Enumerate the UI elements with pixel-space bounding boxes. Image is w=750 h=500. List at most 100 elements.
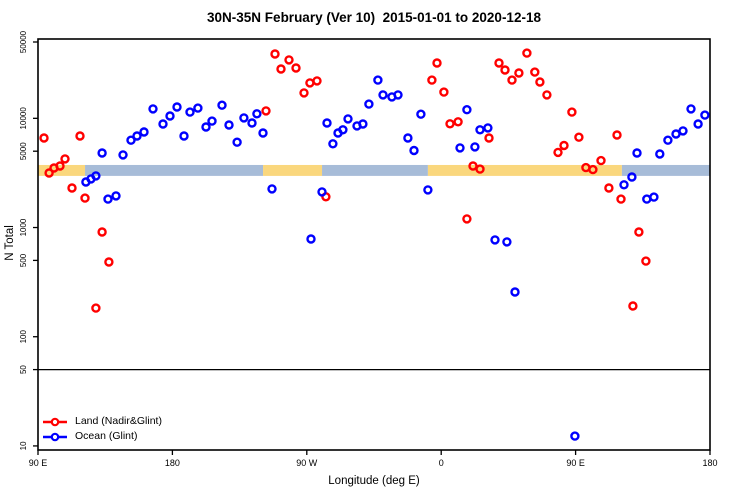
ocean-point <box>364 99 374 109</box>
land-point <box>284 55 294 65</box>
ocean-point <box>126 135 136 145</box>
ocean-point <box>306 234 316 244</box>
y-tick-label: 500 <box>19 253 28 267</box>
ocean-point <box>232 137 242 147</box>
legend-label-land: Land (Nadir&Glint) <box>75 415 162 427</box>
ocean-point <box>158 119 168 129</box>
ocean-point <box>649 192 659 202</box>
ocean-point <box>224 120 234 130</box>
land-point <box>312 76 322 86</box>
band-segment-orange <box>427 164 622 176</box>
ocean-point <box>118 150 128 160</box>
band-segment-blue <box>322 164 428 176</box>
x-tick-label: 180 <box>702 458 717 468</box>
land-point <box>44 168 54 178</box>
chart-title: 30N-35N February (Ver 10) 2015-01-01 to … <box>207 10 541 25</box>
y-tick-label: 100 <box>19 330 28 344</box>
land-point <box>299 88 309 98</box>
ocean-point <box>193 103 203 113</box>
land-point <box>67 183 77 193</box>
land-point <box>484 133 494 143</box>
y-axis-label: N Total <box>4 225 16 261</box>
land-point <box>574 132 584 142</box>
ocean-point <box>373 75 383 85</box>
land-point <box>60 154 70 164</box>
legend-item-ocean: Ocean (Glint) <box>42 429 162 444</box>
ocean-point <box>267 184 277 194</box>
ocean-point <box>475 125 485 135</box>
ocean-point <box>358 119 368 129</box>
land-point <box>276 64 286 74</box>
y-tick-label: 50 <box>19 365 28 374</box>
land-point <box>596 155 606 166</box>
land-point <box>432 58 442 68</box>
x-tick-label: 0 <box>439 458 444 468</box>
land-point <box>427 75 437 85</box>
ocean-point <box>179 131 189 141</box>
land-point <box>453 117 463 127</box>
legend-label-ocean: Ocean (Glint) <box>75 430 138 442</box>
land-point <box>97 227 107 237</box>
land-point <box>104 257 114 267</box>
ocean-point <box>172 102 182 112</box>
land-point <box>542 90 552 100</box>
land-legend-symbol <box>43 417 67 426</box>
ocean-point <box>483 123 493 133</box>
ocean-point <box>409 145 419 156</box>
ocean-point <box>317 187 327 197</box>
x-tick-label: 90 E <box>29 458 48 468</box>
ocean-point <box>132 131 142 141</box>
ocean-point <box>632 148 642 158</box>
land-point <box>553 147 563 158</box>
ocean-point <box>423 185 433 195</box>
land-point <box>55 161 65 171</box>
plot-box <box>37 38 711 451</box>
land-point <box>494 58 504 68</box>
ocean-point <box>686 104 696 114</box>
land-point <box>445 119 455 129</box>
y-tick-label: 10 <box>19 441 28 450</box>
ocean-point <box>462 104 472 115</box>
ocean-point <box>416 109 426 119</box>
land-point <box>514 68 524 78</box>
legend-item-land: Land (Nadir&Glint) <box>42 414 162 429</box>
land-point <box>604 183 614 193</box>
land-point <box>588 164 598 175</box>
ocean-point <box>619 180 629 190</box>
ocean-point <box>700 110 710 120</box>
ocean-point <box>403 133 413 143</box>
ocean-point <box>185 107 195 117</box>
ocean-point <box>97 148 107 158</box>
land-point <box>270 49 280 59</box>
land-point <box>616 194 626 204</box>
ocean-point <box>343 114 353 124</box>
land-point <box>628 301 638 311</box>
ocean-point <box>252 109 262 119</box>
ocean-point <box>627 172 637 182</box>
ocean-point <box>217 100 227 110</box>
ocean-point <box>693 119 703 129</box>
ocean-point <box>328 139 338 149</box>
x-tick-label: 90 E <box>566 458 585 468</box>
land-point <box>462 214 472 224</box>
ocean-point <box>207 116 217 126</box>
ocean-point <box>148 104 158 114</box>
legend: Land (Nadir&Glint) Ocean (Glint) <box>42 414 162 444</box>
land-point <box>75 131 85 141</box>
land-point <box>612 130 622 140</box>
x-axis-label: Longitude (deg E) <box>328 475 420 487</box>
ocean-point <box>678 126 688 136</box>
y-tick-label: 1000 <box>19 218 28 236</box>
x-tick-label: 180 <box>165 458 180 468</box>
band-segment-orange <box>263 164 323 176</box>
ocean-point <box>510 287 520 297</box>
ocean-point <box>165 111 175 121</box>
ocean-point <box>111 191 121 201</box>
ocean-point <box>322 118 332 128</box>
ocean-point <box>91 171 101 181</box>
band-segment-blue <box>621 164 710 176</box>
ocean-point <box>247 118 257 128</box>
land-point <box>80 193 90 203</box>
ocean-point <box>378 90 388 100</box>
